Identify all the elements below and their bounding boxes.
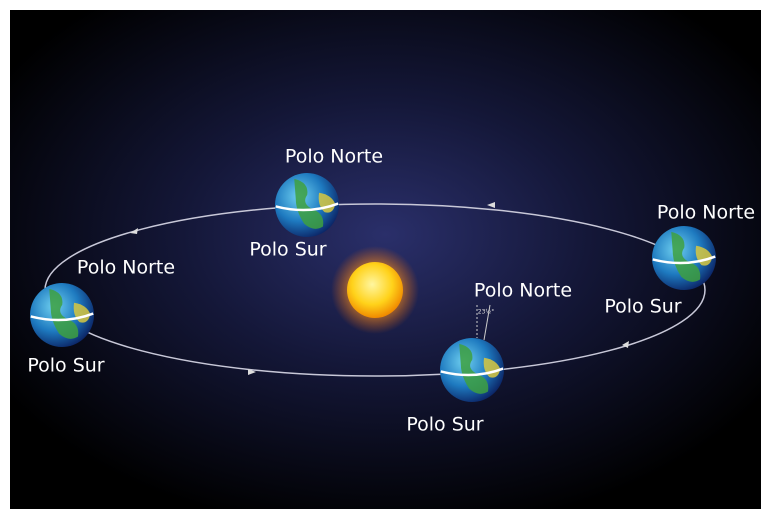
diagram: 23½° Polo Norte Polo Sur Polo Norte Polo… bbox=[0, 0, 771, 519]
north-label: Polo Norte bbox=[77, 257, 175, 279]
north-label: Polo Norte bbox=[474, 280, 572, 302]
angle-label: 23½° bbox=[478, 309, 494, 316]
south-label: Polo Sur bbox=[27, 355, 104, 377]
south-label: Polo Sur bbox=[604, 296, 681, 318]
sun bbox=[347, 262, 403, 318]
north-label: Polo Norte bbox=[285, 146, 383, 168]
south-label: Polo Sur bbox=[249, 239, 326, 261]
south-label: Polo Sur bbox=[406, 414, 483, 436]
north-label: Polo Norte bbox=[657, 202, 755, 224]
